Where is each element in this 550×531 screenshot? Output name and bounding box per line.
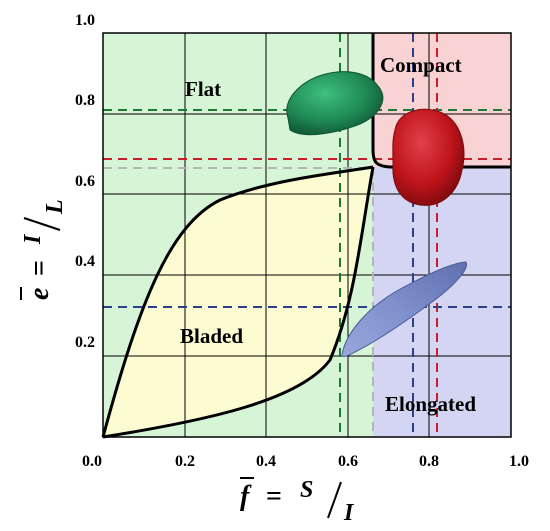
y-tick: 0.6 — [75, 173, 95, 190]
elongated-label: Elongated — [385, 392, 476, 416]
green-particle-icon — [286, 71, 384, 136]
x-title-equals: = — [266, 481, 282, 512]
y-title-equals: = — [24, 260, 55, 276]
bladed-region — [103, 167, 373, 437]
plot-frame — [102, 32, 512, 438]
x-tick: 1.0 — [509, 453, 529, 470]
y-axis-title: e = I L — [20, 199, 68, 300]
y-tick: 0.2 — [75, 334, 95, 351]
x-title-numerator: S — [300, 477, 313, 503]
bladed-upper-boundary — [101, 165, 374, 438]
x-axis-ticks: 0.0 0.2 0.4 0.6 0.8 1.0 — [82, 453, 529, 470]
y-title-symbol: e — [24, 288, 55, 300]
blue-particle-icon — [341, 261, 468, 357]
x-axis-title: f = S I — [240, 477, 355, 526]
compact-label: Compact — [380, 53, 462, 77]
x-title-denominator: I — [343, 500, 355, 526]
origin-label: 0.0 — [82, 453, 102, 470]
compact-boundary — [371, 33, 511, 169]
red-particle-icon — [392, 108, 465, 206]
x-tick: 0.2 — [175, 453, 195, 470]
flat-label: Flat — [185, 77, 221, 101]
x-tick: 0.8 — [419, 453, 439, 470]
y-title-slash — [23, 217, 61, 231]
y-title-denominator: L — [42, 199, 68, 215]
x-title-slash — [327, 481, 342, 519]
y-axis-ticks: 1.0 0.8 0.6 0.4 0.2 — [75, 12, 95, 351]
y-title-numerator: I — [20, 233, 46, 245]
bladed-lower-boundary — [102, 166, 375, 439]
y-tick: 1.0 — [75, 12, 95, 29]
y-tick: 0.4 — [75, 253, 95, 270]
y-tick: 0.8 — [75, 92, 95, 109]
boundary-curves — [101, 33, 511, 439]
x-title-symbol: f — [240, 481, 252, 512]
x-tick: 0.6 — [338, 453, 358, 470]
bladed-label: Bladed — [180, 324, 243, 348]
x-tick: 0.4 — [256, 453, 276, 470]
